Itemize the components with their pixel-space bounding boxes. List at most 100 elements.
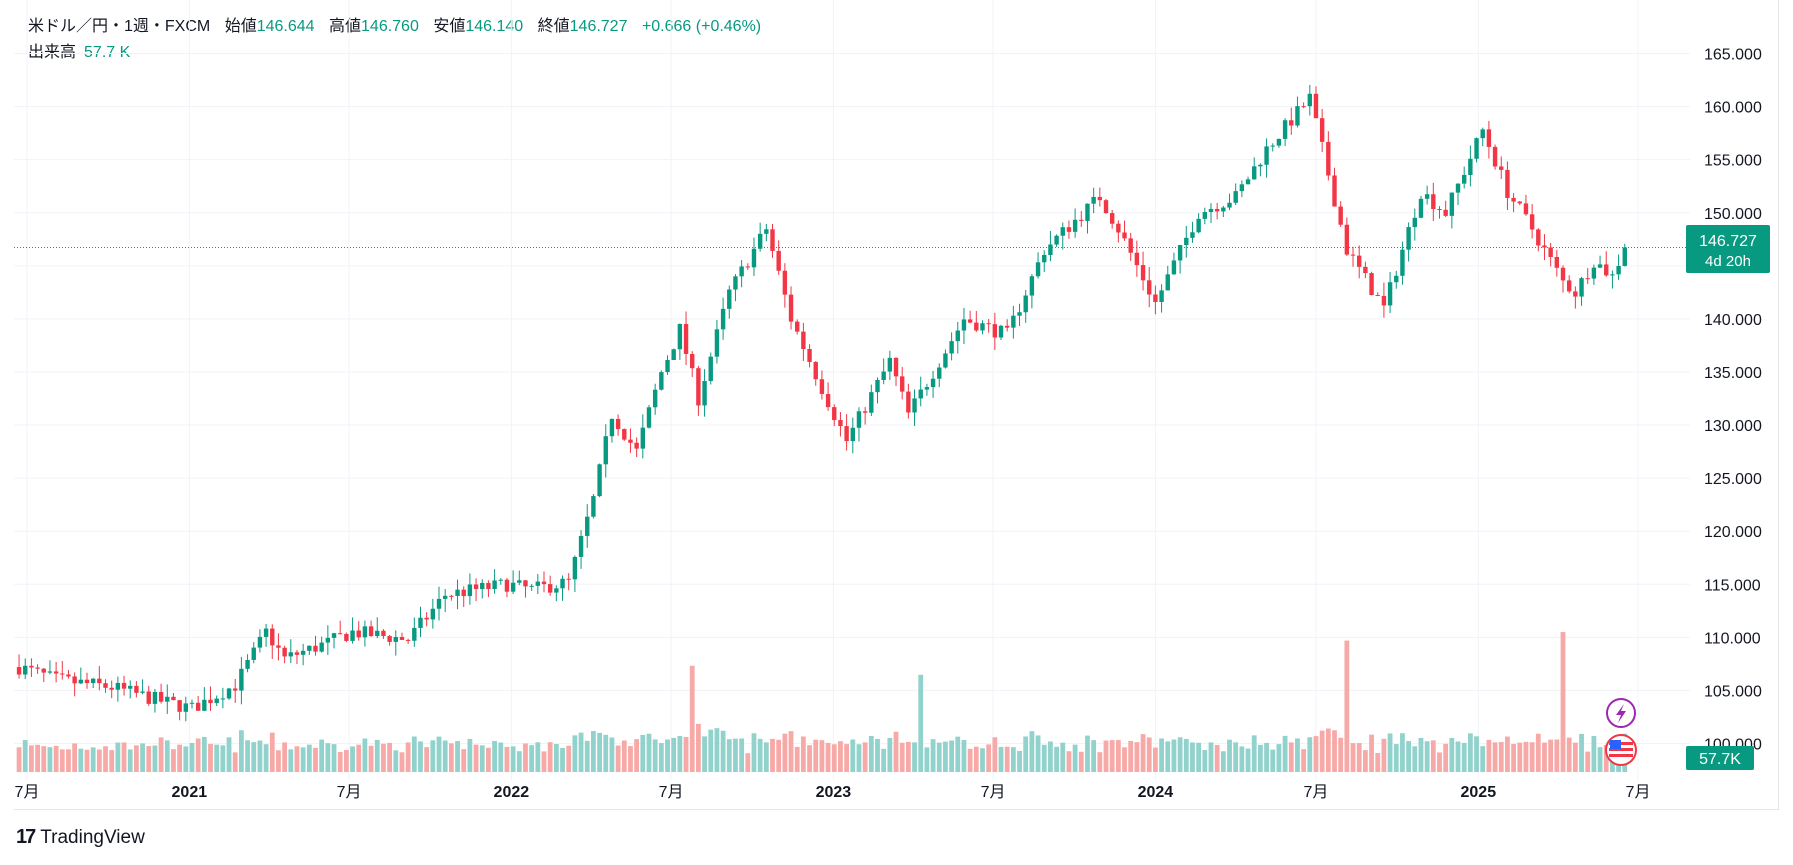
candle-body: [1245, 179, 1251, 185]
volume-bar: [899, 742, 905, 772]
candle-body: [1214, 208, 1220, 212]
candle-body: [480, 582, 485, 590]
volume-bar: [1381, 738, 1387, 772]
candle-body: [998, 325, 1004, 338]
candle-body: [109, 687, 114, 690]
close-label: 終値: [537, 18, 570, 35]
low-value: 146.140: [465, 18, 524, 35]
volume-bar: [1356, 743, 1362, 772]
candle-body: [696, 368, 701, 406]
candle-body: [751, 248, 757, 268]
volume-bar: [220, 745, 226, 772]
candle-body: [430, 608, 436, 620]
candle-body: [930, 378, 936, 388]
candle-body: [1153, 294, 1158, 302]
candle-body: [560, 578, 565, 589]
volume-bar: [201, 736, 207, 772]
candle-body: [442, 595, 448, 599]
volume-bar: [486, 747, 491, 772]
volume-bar: [955, 736, 961, 772]
tradingview-footer[interactable]: 17 TradingView: [16, 826, 145, 849]
volume-bar: [1505, 736, 1510, 772]
volume-bar: [362, 738, 368, 772]
volume-bar: [807, 745, 812, 772]
volume-bar: [115, 742, 121, 772]
y-tick-label: 140.000: [1704, 312, 1762, 329]
volume-bar: [782, 733, 788, 772]
candle-body: [1221, 207, 1226, 212]
volume-indicator[interactable]: 出来高 57.7 K: [28, 38, 130, 62]
volume-bar: [1387, 733, 1393, 772]
candle-body: [881, 371, 886, 380]
volume-bar: [1375, 752, 1381, 772]
x-tick-label: 7月: [1626, 784, 1651, 801]
volume-bar: [702, 736, 707, 772]
volume-bar: [1122, 747, 1127, 772]
volume-bar: [986, 744, 992, 772]
volume-bar: [665, 739, 670, 772]
candle-body: [1381, 295, 1387, 306]
us-flag-icon[interactable]: [1605, 734, 1637, 766]
candle-body: [683, 324, 689, 354]
candle-body: [1029, 276, 1035, 296]
candle-body: [1591, 267, 1597, 279]
volume-bar: [16, 747, 22, 772]
volume-bar: [442, 740, 448, 772]
candle-body: [541, 581, 547, 585]
volume-bar: [1579, 733, 1584, 772]
volume-bar: [177, 744, 183, 772]
volume-bar: [689, 665, 695, 772]
volume-bar: [825, 742, 831, 772]
volume-bar: [893, 731, 899, 772]
candle-body: [825, 393, 831, 408]
volume-bar: [1196, 742, 1202, 772]
tradingview-brand: TradingView: [40, 826, 145, 848]
volume-bar: [1177, 737, 1183, 772]
volume-bar: [1048, 741, 1053, 772]
volume-bar: [436, 736, 442, 772]
candle-body: [331, 633, 337, 638]
candle-body: [1449, 192, 1455, 216]
candle-body: [276, 645, 281, 648]
candle-body: [832, 407, 837, 421]
volume-bar: [238, 730, 244, 772]
candle-body: [980, 323, 985, 331]
volume-bar: [103, 746, 108, 772]
candle-body: [412, 627, 417, 641]
volume-bar: [628, 746, 633, 772]
volume-bar: [1041, 744, 1047, 772]
y-tick-label: 120.000: [1704, 524, 1762, 541]
volume-bar: [708, 729, 714, 772]
volume-bar: [1566, 737, 1572, 772]
volume-bar: [930, 739, 936, 772]
volume-bar: [1511, 744, 1517, 772]
candle-body: [1486, 129, 1492, 147]
candle-body: [313, 645, 318, 652]
volume-bar: [1146, 737, 1152, 772]
volume-bar: [529, 745, 535, 772]
volume-bar: [387, 742, 393, 772]
candle-body: [1418, 198, 1424, 218]
candle-body: [1202, 212, 1208, 219]
candle-body: [1326, 141, 1331, 176]
candle-body: [270, 628, 275, 646]
candle-body: [381, 630, 386, 637]
volume-bar: [961, 739, 967, 772]
candle-body: [60, 673, 65, 675]
candle-body: [1480, 129, 1485, 139]
volume-bar: [109, 750, 115, 772]
symbol-title[interactable]: 米ドル／円・1週・FXCM: [28, 18, 211, 35]
volume-bar: [621, 740, 627, 772]
candle-body: [1350, 254, 1356, 256]
candle-body: [1165, 274, 1170, 291]
lightning-icon[interactable]: [1606, 698, 1636, 728]
candle-body: [1332, 175, 1337, 207]
candle-body: [171, 696, 176, 701]
candle-body: [1048, 244, 1053, 255]
volume-bar: [300, 747, 306, 772]
candle-body: [97, 678, 102, 684]
candle-body: [473, 584, 479, 590]
candle-body: [671, 349, 676, 360]
volume-bar: [1597, 747, 1603, 772]
